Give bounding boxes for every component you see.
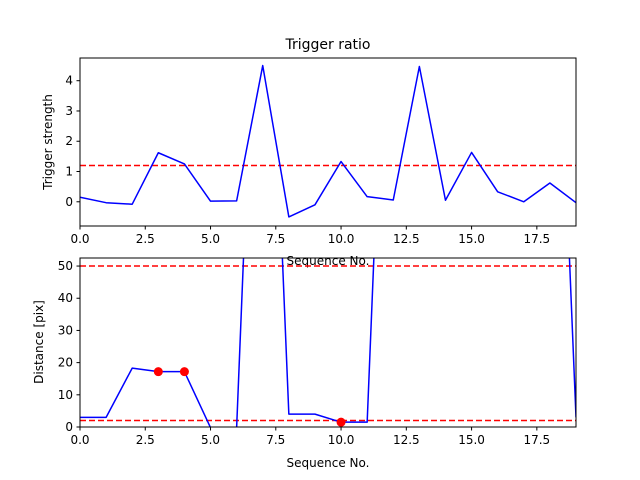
x-tick-labels: 0.0 2.5 5.0 7.5 10.0 12.5 15.0 17.5 — [70, 232, 550, 246]
chart-title: Trigger ratio — [284, 37, 370, 53]
x-tick-label: 0.0 — [70, 433, 89, 447]
y-tick-label: 1 — [65, 165, 73, 179]
x-tick-label: 10.0 — [328, 232, 355, 246]
series-line — [80, 64, 576, 218]
distance-chart: 0 10 20 30 40 50 0.0 2.5 5.0 7.5 10.0 12.5 15.0 17.5… — [32, 257, 577, 470]
y-tick-label: 40 — [58, 291, 73, 305]
data-point-marker — [336, 417, 346, 427]
axes-frame — [79, 257, 577, 428]
x-tick-label: 2.5 — [136, 433, 155, 447]
x-tick-label: 12.5 — [393, 433, 420, 447]
y-tick-label: 30 — [58, 323, 73, 337]
x-tick-label: 2.5 — [136, 232, 155, 246]
axis-ticks — [76, 80, 538, 230]
x-tick-label: 10.0 — [328, 433, 355, 447]
y-tick-labels: 0 10 20 30 40 50 — [58, 259, 73, 434]
x-tick-label: 12.5 — [393, 232, 420, 246]
x-tick-label: 5.0 — [201, 232, 220, 246]
y-tick-label: 10 — [58, 388, 73, 402]
data-point-marker — [179, 367, 189, 377]
data-point-marker — [153, 367, 163, 377]
x-tick-labels: 0.0 2.5 5.0 7.5 10.0 12.5 15.0 17.5 — [70, 433, 550, 447]
y-tick-label: 0 — [65, 195, 73, 209]
x-tick-label: 15.0 — [458, 232, 485, 246]
y-axis-label: Trigger strength — [41, 94, 55, 191]
axis-ticks — [76, 265, 538, 431]
x-tick-label: 7.5 — [266, 232, 285, 246]
y-tick-label: 20 — [58, 356, 73, 370]
axes-frame — [79, 57, 577, 227]
y-tick-label: 3 — [65, 104, 73, 118]
x-tick-label: 15.0 — [458, 433, 485, 447]
y-tick-label: 0 — [65, 420, 73, 434]
x-tick-label: 17.5 — [523, 433, 550, 447]
y-tick-label: 4 — [65, 74, 73, 88]
x-tick-label: 0.0 — [70, 232, 89, 246]
y-axis-label: Distance [pix] — [32, 300, 46, 384]
x-axis-label: Sequence No. — [287, 456, 370, 470]
x-tick-label: 7.5 — [266, 433, 285, 447]
y-tick-labels: 0 1 2 3 4 — [65, 74, 73, 209]
y-tick-label: 2 — [65, 134, 73, 148]
plot-area — [80, 64, 576, 218]
plot-area — [80, 258, 576, 427]
x-tick-label: 17.5 — [523, 232, 550, 246]
y-tick-label: 50 — [58, 259, 73, 273]
x-tick-label: 5.0 — [201, 433, 220, 447]
